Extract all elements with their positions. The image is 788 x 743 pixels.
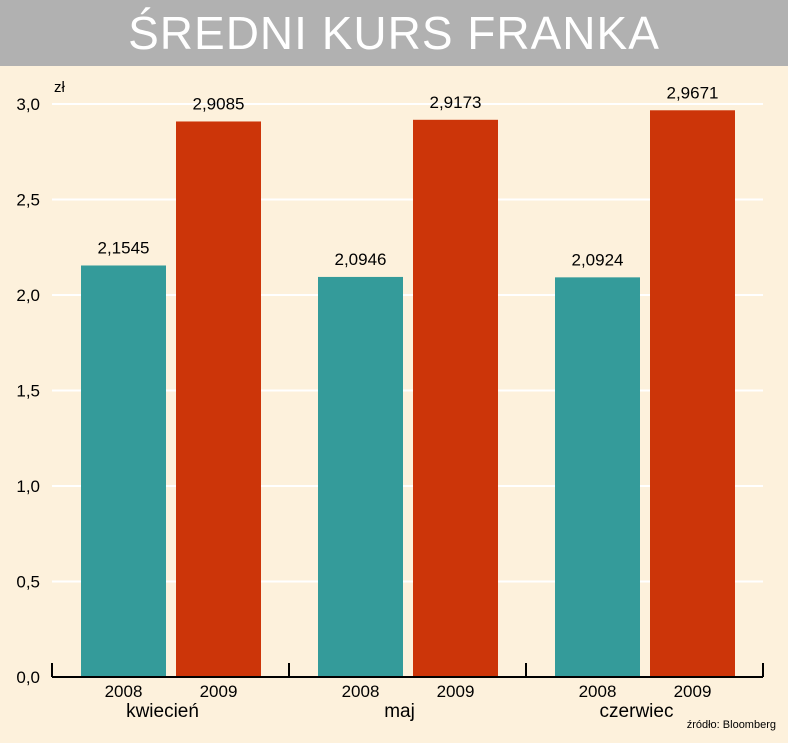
data-label: 2,9173 bbox=[430, 93, 482, 112]
series-label: 2008 bbox=[579, 682, 617, 701]
series-label: 2008 bbox=[342, 682, 380, 701]
bar-2009-1 bbox=[176, 121, 261, 677]
y-tick-label: 1,0 bbox=[16, 477, 40, 496]
title-bar: ŚREDNI KURS FRANKA bbox=[0, 0, 788, 66]
chart-title: ŚREDNI KURS FRANKA bbox=[128, 7, 660, 59]
series-label: 2009 bbox=[200, 682, 238, 701]
series-label: 2008 bbox=[105, 682, 143, 701]
source-note: źródło: Bloomberg bbox=[686, 719, 776, 731]
bar-2008-1 bbox=[81, 265, 166, 677]
category-label: czerwiec bbox=[600, 701, 674, 722]
category-label: kwiecień bbox=[126, 701, 199, 722]
data-label: 2,9085 bbox=[193, 94, 245, 113]
y-tick-label: 0,0 bbox=[16, 668, 40, 687]
data-label: 2,0924 bbox=[572, 250, 624, 269]
y-unit-label: zł bbox=[54, 79, 66, 96]
data-label: 2,0946 bbox=[335, 250, 387, 269]
data-label: 2,1545 bbox=[98, 238, 150, 257]
y-tick-label: 3,0 bbox=[16, 95, 40, 114]
y-tick-label: 2,0 bbox=[16, 286, 40, 305]
bar-2009-3 bbox=[650, 110, 735, 678]
data-label: 2,9671 bbox=[667, 83, 719, 102]
y-tick-label: 1,5 bbox=[16, 382, 40, 401]
bar-2009-2 bbox=[413, 119, 498, 677]
category-label: maj bbox=[384, 701, 415, 722]
bar-2008-2 bbox=[318, 276, 403, 677]
y-tick-label: 0,5 bbox=[16, 573, 40, 592]
series-label: 2009 bbox=[437, 682, 475, 701]
y-tick-label: 2,5 bbox=[16, 191, 40, 210]
series-label: 2009 bbox=[674, 682, 712, 701]
bar-2008-3 bbox=[555, 277, 640, 677]
